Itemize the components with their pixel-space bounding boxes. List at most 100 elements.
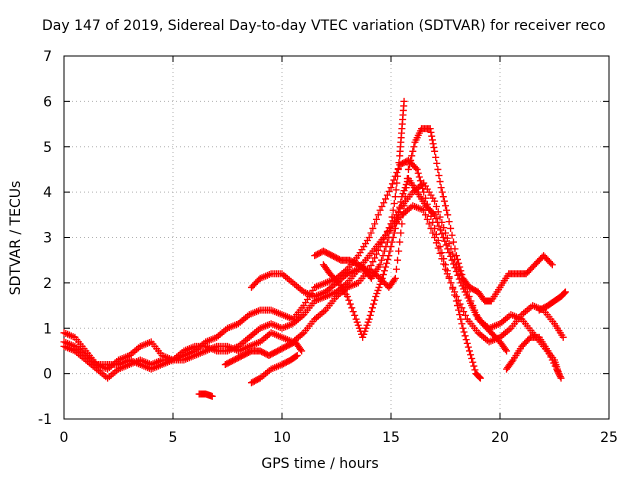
data-point: [475, 373, 483, 381]
series-track-k: [535, 288, 569, 314]
data-point: [544, 347, 552, 355]
data-point: [391, 193, 399, 201]
data-point: [445, 274, 453, 282]
data-point: [470, 362, 478, 370]
data-point: [545, 350, 553, 358]
data-point: [435, 171, 443, 179]
data-point: [456, 263, 464, 271]
x-tick-label: 15: [382, 430, 400, 446]
data-point: [372, 250, 380, 258]
data-point: [407, 156, 415, 164]
data-point: [371, 220, 379, 228]
data-point: [348, 304, 356, 312]
data-point: [428, 132, 436, 140]
data-point: [476, 373, 484, 381]
data-point: [414, 169, 422, 177]
data-point: [391, 224, 399, 232]
data-point: [453, 255, 461, 263]
data-point: [436, 213, 444, 221]
data-point: [369, 258, 377, 266]
data-point: [363, 321, 371, 329]
data-point: [374, 211, 382, 219]
data-point: [441, 237, 449, 245]
series-track-e: [311, 97, 408, 282]
data-point: [434, 208, 442, 216]
data-point: [561, 289, 569, 297]
data-point: [399, 190, 407, 198]
data-point: [551, 362, 559, 370]
data-point: [431, 197, 439, 205]
data-point: [448, 256, 456, 264]
data-point: [413, 165, 421, 173]
data-point: [439, 193, 447, 201]
data-point: [393, 168, 401, 176]
data-point: [392, 265, 400, 273]
data-point: [346, 300, 354, 308]
data-point: [547, 259, 555, 267]
data-point: [464, 294, 472, 302]
data-point: [420, 206, 428, 214]
data-point: [429, 140, 437, 148]
data-point: [445, 249, 453, 257]
data-point: [451, 264, 459, 272]
data-point: [449, 238, 457, 246]
data-point: [461, 332, 469, 340]
y-tick-label: 3: [43, 231, 52, 247]
data-point: [367, 229, 375, 237]
data-point: [462, 336, 470, 344]
data-point: [351, 311, 359, 319]
data-point: [378, 274, 386, 282]
data-point: [390, 276, 398, 284]
data-point: [388, 238, 396, 246]
data-point: [560, 289, 568, 297]
data-point: [444, 245, 452, 253]
data-point: [383, 191, 391, 199]
data-point: [457, 279, 465, 287]
data-point: [429, 209, 437, 217]
x-axis-label: GPS time / hours: [261, 456, 379, 472]
data-point: [469, 358, 477, 366]
data-point: [392, 186, 400, 194]
data-point: [394, 172, 402, 180]
data-point: [387, 184, 395, 192]
data-point: [440, 260, 448, 268]
data-point: [447, 279, 455, 287]
data-point: [452, 268, 460, 276]
data-point: [553, 367, 561, 375]
data-point: [443, 270, 451, 278]
data-point: [452, 252, 460, 260]
data-point: [432, 239, 440, 247]
data-point: [394, 256, 402, 264]
data-point: [508, 358, 516, 366]
series-track-i: [503, 333, 565, 382]
data-point: [379, 271, 387, 279]
data-point: [454, 271, 462, 279]
data-point: [389, 206, 397, 214]
data-point: [371, 296, 379, 304]
data-point: [438, 230, 446, 238]
data-point: [376, 280, 384, 288]
data-point: [368, 304, 376, 312]
data-point: [388, 180, 396, 188]
data-point: [432, 202, 440, 210]
data-point: [297, 345, 305, 353]
data-point: [385, 187, 393, 195]
data-point: [467, 351, 475, 359]
data-point: [548, 356, 556, 364]
y-tick-label: 5: [43, 140, 52, 156]
data-point: [365, 315, 373, 323]
data-point: [458, 320, 466, 328]
y-tick-label: 7: [43, 49, 52, 65]
data-point: [343, 292, 351, 300]
data-point: [442, 241, 450, 249]
data-point: [369, 224, 377, 232]
data-point: [398, 220, 406, 228]
data-point: [554, 368, 562, 376]
data-point: [415, 173, 423, 181]
data-point: [353, 318, 361, 326]
data-point: [404, 165, 412, 173]
data-point: [550, 359, 558, 367]
data-point: [382, 195, 390, 203]
data-point: [362, 324, 370, 332]
data-point: [399, 211, 407, 219]
